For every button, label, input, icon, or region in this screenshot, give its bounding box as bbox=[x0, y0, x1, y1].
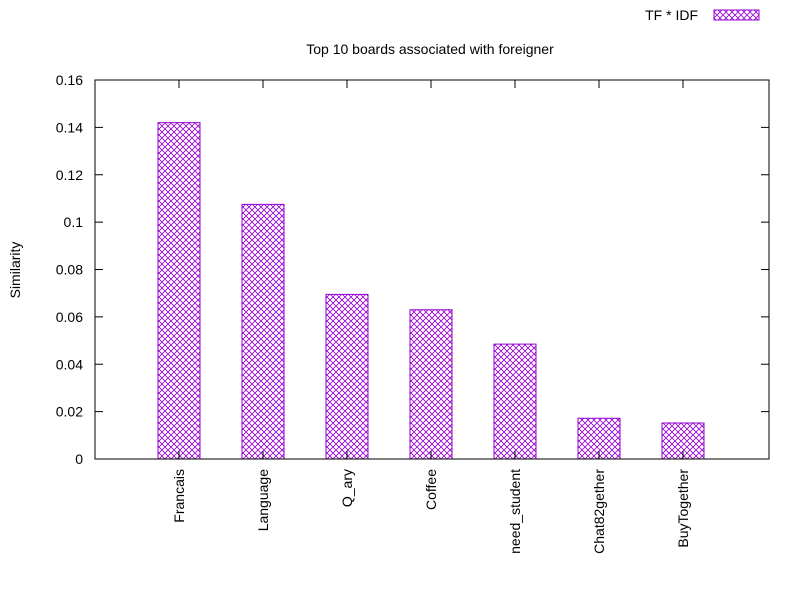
x-tick-label: Q_ary bbox=[339, 469, 355, 507]
y-tick-label: 0.16 bbox=[56, 72, 83, 88]
plot-frame bbox=[94, 79, 770, 460]
y-axis-label: Similarity bbox=[7, 242, 23, 299]
bars bbox=[157, 122, 705, 460]
y-tick-label: 0.08 bbox=[56, 262, 83, 278]
x-tick-label: Language bbox=[255, 469, 271, 532]
bar-language bbox=[241, 203, 285, 460]
legend: TF * IDF bbox=[645, 7, 760, 23]
y-tick-label: 0.04 bbox=[56, 356, 83, 372]
y-tick-label: 0.1 bbox=[64, 214, 84, 230]
x-tick-label: Chat82gether bbox=[591, 469, 607, 554]
x-tick-label: BuyTogether bbox=[675, 469, 691, 548]
x-tick-label: need_student bbox=[507, 469, 523, 554]
bar-coffee bbox=[409, 309, 453, 460]
y-tick-label: 0.02 bbox=[56, 404, 83, 420]
x-tick-label: Francais bbox=[171, 469, 187, 523]
x-tick-label: Coffee bbox=[423, 469, 439, 510]
legend-label: TF * IDF bbox=[645, 7, 698, 23]
bar-need-student bbox=[493, 343, 537, 460]
chart-title: Top 10 boards associated with foreigner bbox=[306, 41, 554, 57]
x-axis-ticks: Francais Language Q_ary Coffee need_student C… bbox=[171, 80, 691, 554]
y-tick-label: 0.12 bbox=[56, 167, 83, 183]
bar-q-ary bbox=[325, 293, 369, 460]
y-tick-label: 0.06 bbox=[56, 309, 83, 325]
bar-francais bbox=[157, 122, 201, 460]
legend-swatch bbox=[713, 9, 760, 21]
y-axis-ticks: 0 0.02 0.04 0.06 0.08 0.1 0.12 0.14 0.16 bbox=[56, 72, 769, 467]
y-tick-label: 0.14 bbox=[56, 119, 83, 135]
y-tick-label: 0 bbox=[75, 451, 83, 467]
